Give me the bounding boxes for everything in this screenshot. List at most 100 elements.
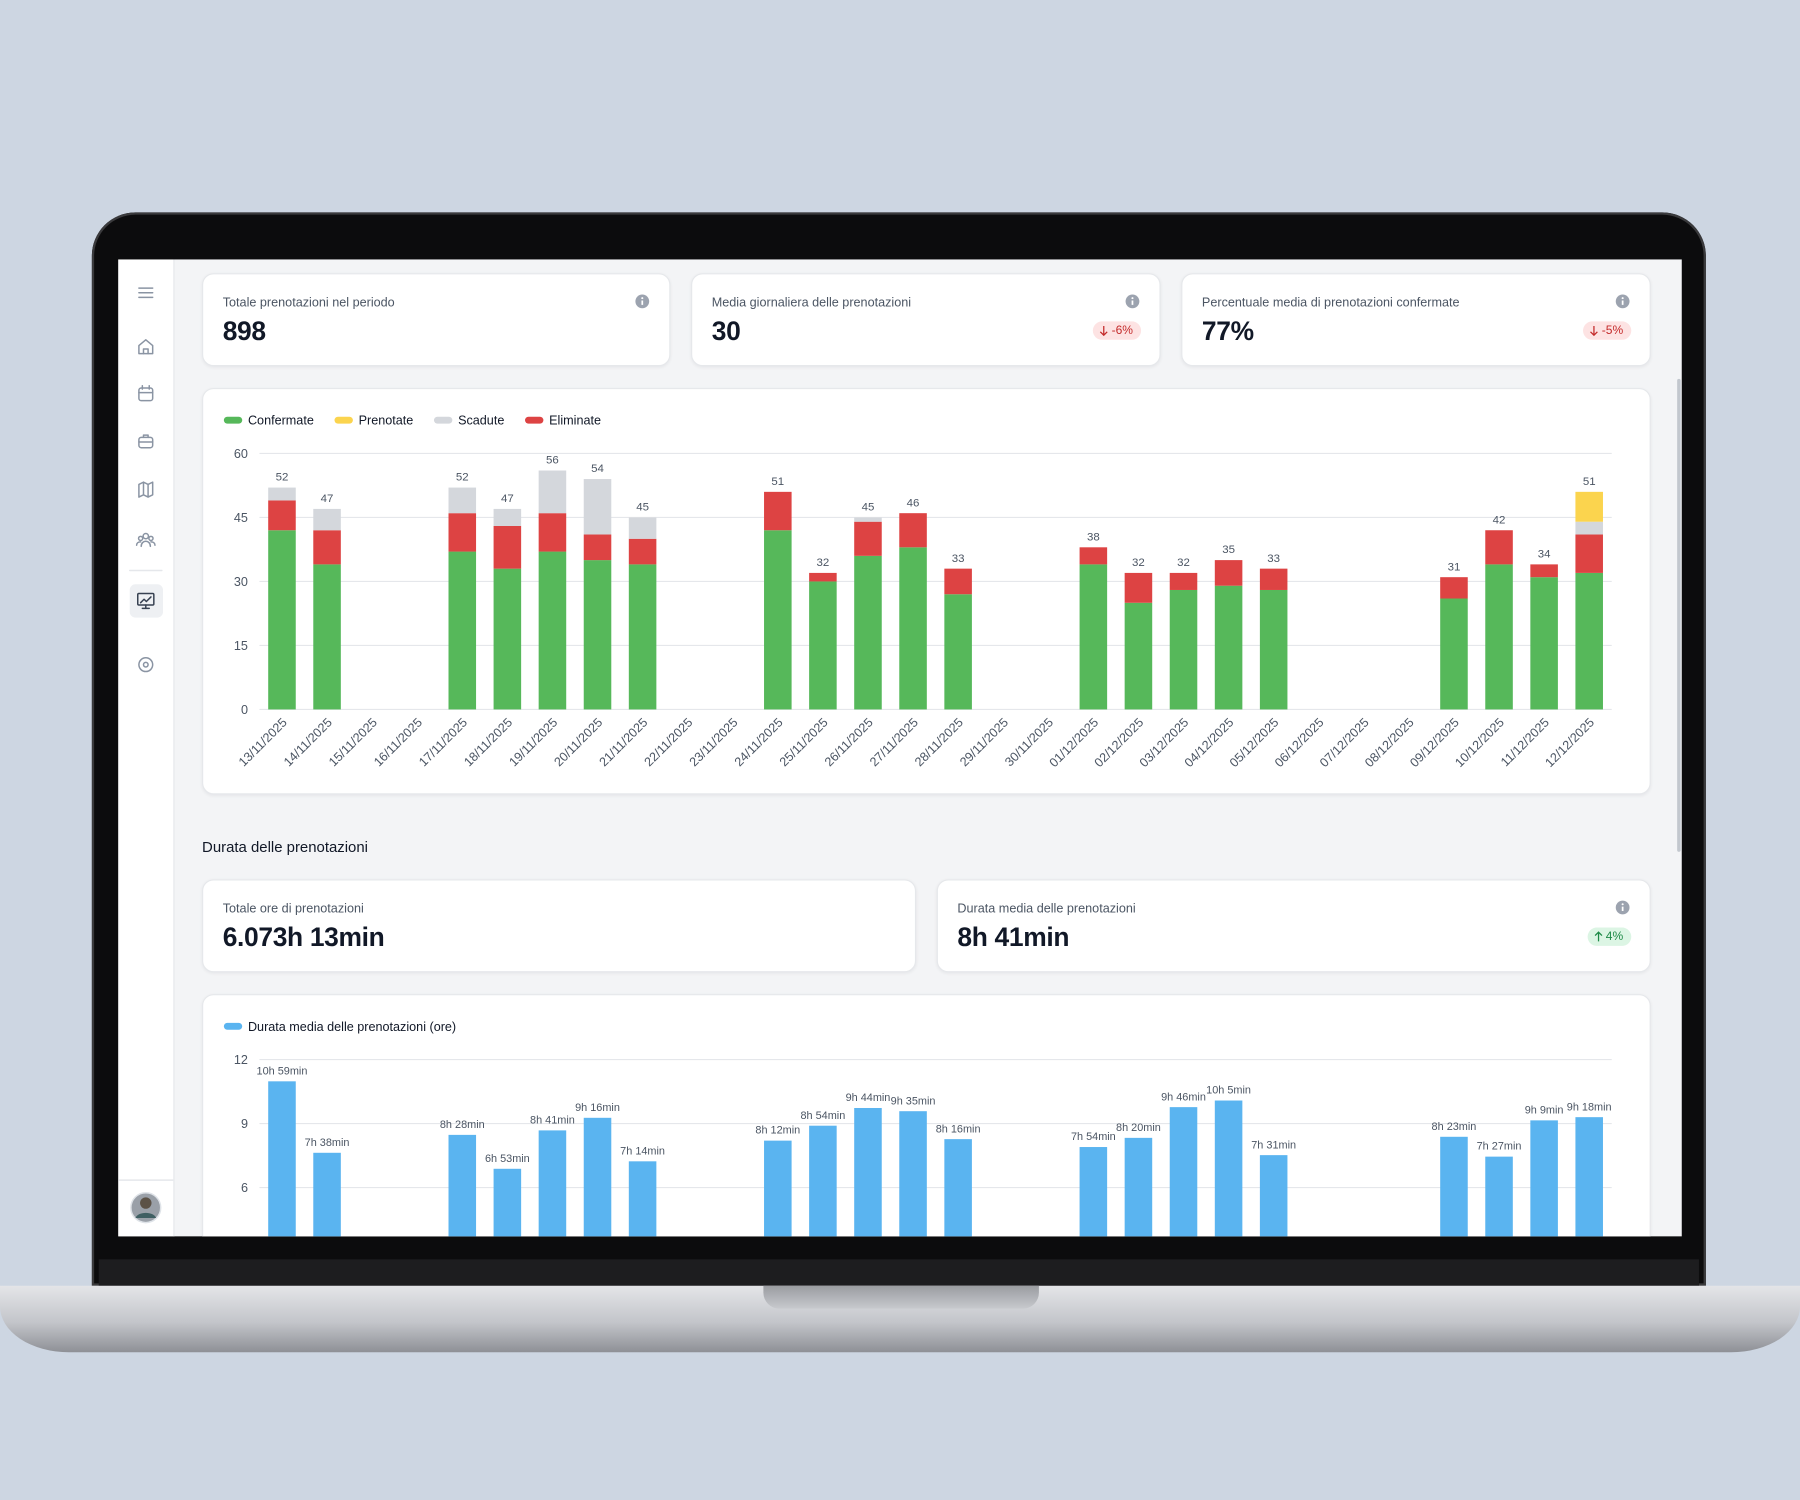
- total-label: 47: [321, 493, 334, 505]
- legend-swatch: [433, 416, 453, 424]
- info-icon[interactable]: [1615, 900, 1630, 915]
- bar-segment: [1214, 560, 1243, 586]
- bar-segment: [1440, 598, 1468, 710]
- bar-segment: [854, 555, 882, 710]
- total-label: 51: [1583, 476, 1596, 488]
- y-tick-label: 0: [241, 703, 248, 717]
- bar-segment: [538, 551, 567, 710]
- kpi-label: Totale ore di prenotazioni: [222, 902, 364, 917]
- bar-segment: [944, 1139, 972, 1237]
- value-label: 7h 27min: [1477, 1141, 1522, 1153]
- kpi-label: Durata media delle prenotazioni: [957, 902, 1136, 917]
- bar-segment: [583, 534, 612, 561]
- bar-segment: [493, 1168, 522, 1237]
- total-label: 45: [862, 502, 875, 514]
- bar-segment: [268, 487, 296, 501]
- bar-segment: [268, 1081, 296, 1237]
- bar-segment: [1214, 585, 1243, 710]
- arrow-down: [1100, 326, 1109, 337]
- section-title: Durata delle prenotazioni: [202, 838, 368, 856]
- nav-calendar[interactable]: [138, 384, 154, 402]
- total-label: 33: [952, 553, 965, 565]
- chart-card: Confermate Prenotate Scadute Eliminate 0 15 30…: [202, 388, 1651, 795]
- bar-segment: [268, 500, 296, 531]
- kpi-label: Percentuale media di prenotazioni confer…: [1201, 296, 1460, 310]
- bar-segment: [1575, 534, 1603, 573]
- y-tick-label: 45: [234, 511, 248, 525]
- change-badge: -6%: [1093, 321, 1142, 340]
- bar-segment: [899, 547, 927, 710]
- value-label: 8h 54min: [800, 1110, 845, 1122]
- value-label: 10h 59min: [257, 1065, 308, 1077]
- nav-work[interactable]: [138, 434, 154, 449]
- value-label: 7h 14min: [620, 1145, 665, 1157]
- value-label: 7h 38min: [305, 1137, 350, 1149]
- change-badge: -5%: [1583, 321, 1632, 340]
- bar-segment: [764, 530, 792, 710]
- bar-segment: [1169, 1107, 1198, 1237]
- screen: Totale prenotazioni nel periodo 898 Medi…: [118, 259, 1682, 1237]
- bar-segment: [809, 581, 837, 710]
- bar-segment: [944, 568, 972, 595]
- kpi-value: 6.073h 13min: [222, 921, 385, 952]
- value-label: 9h 18min: [1567, 1101, 1612, 1113]
- bar-segment: [628, 564, 657, 710]
- kpi-card: Durata media delle prenotazioni 8h 41min…: [936, 879, 1651, 973]
- bar-segment: [583, 479, 612, 535]
- value-label: 9h 44min: [846, 1092, 891, 1104]
- value-label: 9h 35min: [891, 1095, 936, 1107]
- bar-segment: [854, 1107, 882, 1237]
- total-label: 35: [1222, 544, 1235, 556]
- bar-segment: [854, 521, 882, 556]
- change-value: 4%: [1605, 929, 1624, 944]
- total-label: 45: [636, 502, 649, 514]
- legend-swatch: [525, 416, 544, 424]
- info-icon[interactable]: [1125, 294, 1140, 309]
- value-label: 8h 20min: [1116, 1122, 1161, 1134]
- value-label: 7h 54min: [1071, 1131, 1116, 1143]
- total-label: 52: [456, 472, 469, 484]
- bar-segment: [313, 1152, 341, 1237]
- bar-segment: [854, 517, 882, 522]
- change-badge: 4%: [1587, 927, 1632, 946]
- kpi-card: Media giornaliera delle prenotazioni 30 …: [691, 273, 1161, 367]
- nav-settings[interactable]: [138, 657, 154, 673]
- legend-swatch: [223, 416, 243, 424]
- menu-button[interactable]: [138, 287, 154, 299]
- nav-home[interactable]: [138, 339, 154, 355]
- total-label: 42: [1493, 514, 1506, 526]
- value-label: 8h 28min: [440, 1119, 485, 1131]
- scrollbar[interactable]: [1677, 378, 1681, 852]
- nav-team[interactable]: [135, 532, 156, 548]
- value-label: 6h 53min: [485, 1153, 530, 1165]
- bar-segment: [268, 530, 296, 710]
- info-icon[interactable]: [1615, 294, 1630, 309]
- bar-segment: [1485, 1156, 1513, 1237]
- bar-segment: [448, 513, 477, 552]
- nav-map[interactable]: [138, 481, 154, 498]
- change-value: -6%: [1111, 323, 1134, 338]
- bar-segment: [764, 1140, 792, 1237]
- value-label: 8h 16min: [936, 1123, 981, 1135]
- value-label: 10h 5min: [1206, 1085, 1251, 1097]
- duration-chart: Durata media delle prenotazioni (ore) 6 9 1…: [223, 1020, 1612, 1237]
- value-label: 9h 16min: [575, 1102, 620, 1114]
- kpi-card: Totale prenotazioni nel periodo 898: [202, 273, 671, 367]
- x-tick-label: 12/12/2025: [1543, 715, 1598, 770]
- nav-analytics-active[interactable]: [129, 584, 164, 618]
- total-label: 46: [907, 497, 920, 509]
- bar-segment: [1124, 602, 1153, 710]
- bar-segment: [313, 530, 341, 565]
- bar-segment: [1485, 530, 1513, 565]
- info-icon[interactable]: [635, 294, 650, 309]
- change-value: -5%: [1601, 323, 1624, 338]
- total-label: 47: [501, 493, 514, 505]
- bar-segment: [493, 508, 522, 526]
- kpi-value: 77%: [1201, 315, 1254, 346]
- value-label: 8h 41min: [530, 1115, 575, 1127]
- value-label: 9h 9min: [1525, 1104, 1564, 1116]
- bar-segment: [1530, 564, 1558, 578]
- user-avatar[interactable]: [130, 1191, 162, 1224]
- sidebar: [118, 259, 175, 1237]
